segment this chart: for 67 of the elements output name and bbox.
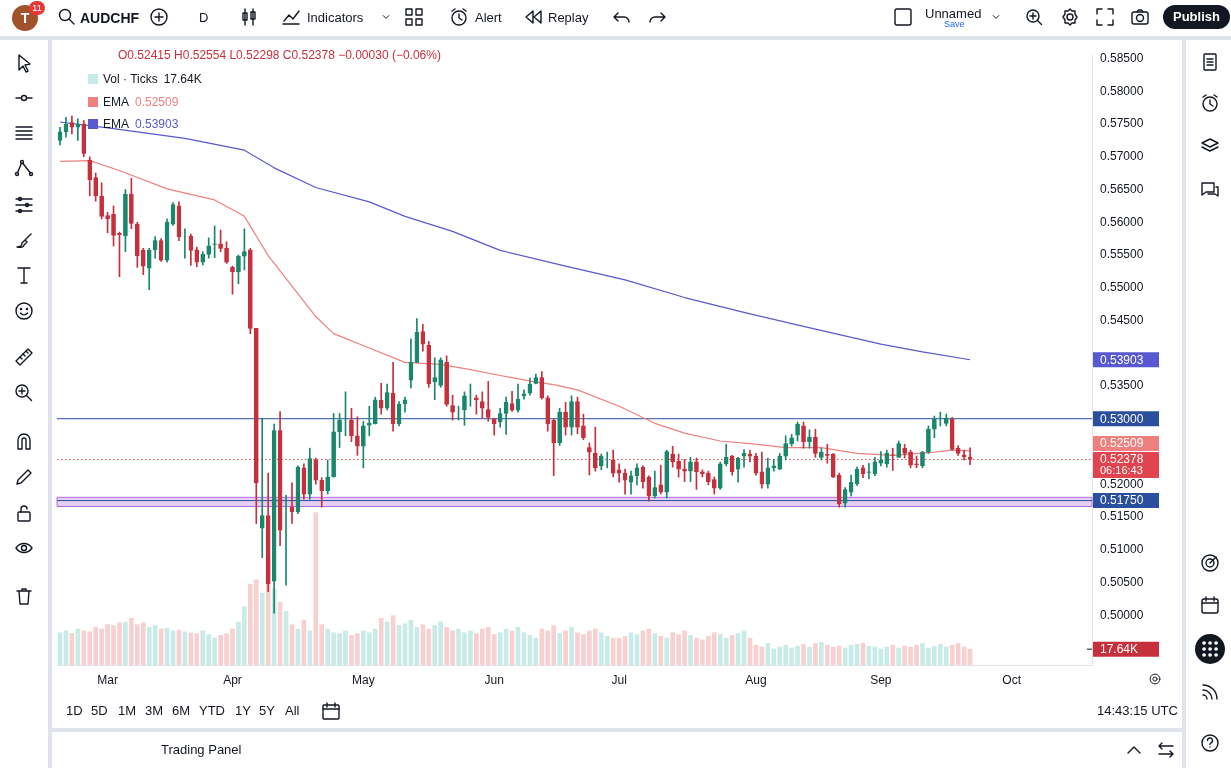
candlestick <box>747 449 753 463</box>
text: Save <box>944 19 965 29</box>
x-tick-label: Mar <box>97 672 118 687</box>
y-tick-label: 0.54500 <box>1100 312 1144 327</box>
annotation: O0.52415 H0.52554 L0.52298 C0.52378 −0.00030 (−0.06%) <box>118 47 441 63</box>
y-tick-label: 0.58000 <box>1100 83 1144 98</box>
candlestick <box>771 459 777 472</box>
text: Replay <box>548 10 589 26</box>
candlestick <box>824 443 830 464</box>
text: 1Y <box>235 703 251 719</box>
text: All <box>285 703 300 719</box>
x-tick-label: May <box>352 672 375 687</box>
y-tick-label: 0.57000 <box>1100 149 1144 164</box>
legend-label: Vol · Ticks <box>103 72 158 86</box>
ref-line-label: 0.53000 <box>1100 411 1144 426</box>
y-tick-label: 0.50500 <box>1100 574 1144 589</box>
y2-tick-label: 17.64K <box>1100 641 1139 656</box>
text: T <box>20 10 30 26</box>
annotation: 0.53903 <box>135 117 179 131</box>
annotation: 0.52509 <box>135 94 179 109</box>
y-tick-label: 0.53500 <box>1100 378 1144 393</box>
y-tick-label: 0.51500 <box>1100 509 1144 524</box>
text: 5D <box>91 703 108 719</box>
x-tick-label: Sep <box>870 672 892 687</box>
y-tick-label: 0.55500 <box>1100 247 1144 262</box>
legend-label: EMA <box>103 117 130 131</box>
y-tick-label: 0.58500 <box>1100 50 1144 65</box>
candlestick <box>658 464 664 495</box>
text: 1M <box>118 703 137 719</box>
text: 0.52509 <box>1100 436 1144 451</box>
text: D <box>199 10 209 26</box>
candlestick <box>967 447 973 466</box>
x-tick-label: Apr <box>223 672 242 687</box>
chart-title: AUDCHF <box>80 10 140 26</box>
y-tick-label: 0.56000 <box>1100 214 1144 229</box>
candlestick <box>616 463 622 483</box>
text: 3M <box>145 703 164 719</box>
text: 06:16:43 <box>1100 464 1143 477</box>
y-tick-label: 0.51000 <box>1100 542 1144 557</box>
text: Alert <box>475 10 502 26</box>
y-tick-label: 0.52000 <box>1100 476 1144 491</box>
x-tick-label: Oct <box>1002 672 1022 687</box>
ref-line-label: 0.51750 <box>1100 493 1144 508</box>
ref-line-label: 0.52378 <box>1100 452 1144 467</box>
y-tick-label: 0.56500 <box>1100 181 1144 196</box>
text: 0.53903 <box>1100 352 1144 367</box>
text: 11 <box>29 1 45 15</box>
text: 17.64K <box>163 72 202 86</box>
y-tick-label: 0.55000 <box>1100 280 1144 295</box>
text: 1D <box>66 703 83 719</box>
candlestick <box>289 482 295 524</box>
y-tick-label: 0.50000 <box>1100 607 1144 622</box>
text: 6M <box>172 703 191 719</box>
candlestick <box>741 449 747 468</box>
x-tick-label: Aug <box>745 672 767 687</box>
text: Trading Panel <box>161 742 242 758</box>
text: YTD <box>199 703 225 719</box>
y-tick-label: 0.57500 <box>1100 116 1144 131</box>
text: Publish <box>1163 5 1230 29</box>
text: Indicators <box>307 10 364 26</box>
candlestick <box>75 118 81 141</box>
text: 14:43:15 UTC <box>1097 703 1178 719</box>
x-tick-label: Jun <box>484 672 504 687</box>
x-tick-label: Jul <box>611 672 627 687</box>
text: Unnamed <box>925 6 982 21</box>
text: 5Y <box>259 703 275 719</box>
legend-label: EMA <box>103 94 130 109</box>
